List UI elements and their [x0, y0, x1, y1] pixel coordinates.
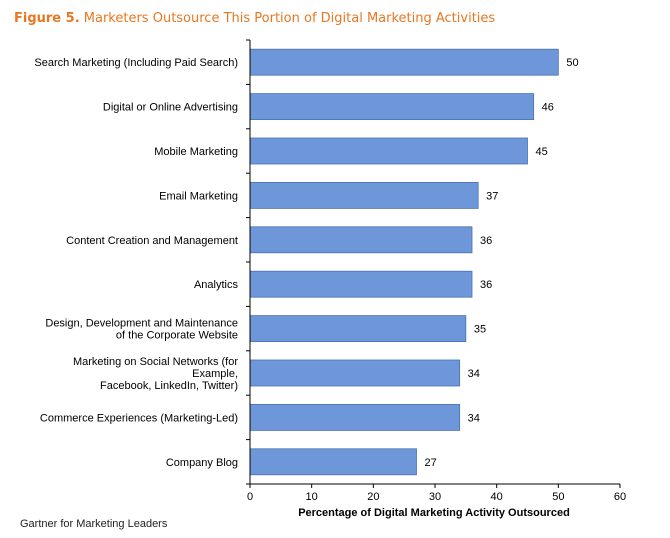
data-label: 27: [425, 457, 437, 469]
category-label: Company Blog: [166, 457, 238, 469]
category-label: Search Marketing (Including Paid Search): [34, 57, 238, 69]
category-label: Digital or Online Advertising: [103, 102, 238, 114]
category-label: of the Corporate Website: [116, 330, 238, 342]
bar: [249, 93, 535, 120]
category-label: Email Marketing: [159, 190, 238, 202]
bar: [249, 181, 479, 209]
category-label: Commerce Experiences (Marketing-Led): [40, 412, 238, 424]
bar: [249, 226, 473, 254]
category-label: Analytics: [194, 279, 239, 291]
figure-label: Figure 5.: [14, 11, 80, 26]
x-tick-label: 60: [614, 491, 626, 503]
category-label: Marketing on Social Networks (for: [73, 356, 238, 368]
data-label: 45: [536, 146, 548, 158]
x-tick-label: 30: [429, 491, 441, 503]
data-label: 34: [468, 412, 480, 424]
data-label: 36: [480, 279, 492, 291]
source-credit: Gartner for Marketing Leaders: [20, 518, 168, 530]
data-label: 35: [474, 324, 486, 336]
category-label: Facebook, LinkedIn, Twitter): [100, 380, 238, 392]
bar: [249, 270, 473, 298]
category-label: Mobile Marketing: [154, 146, 238, 158]
x-tick-label: 20: [367, 491, 379, 503]
x-axis-title: Percentage of Digital Marketing Activity…: [298, 507, 570, 519]
bar: [249, 48, 559, 76]
category-label: Design, Development and Maintenance: [45, 318, 238, 330]
x-tick-label: 10: [306, 491, 318, 503]
figure-title-text: Marketers Outsource This Portion of Digi…: [83, 11, 496, 26]
data-label: 50: [566, 57, 578, 69]
bar: [249, 403, 461, 431]
category-label: Example,: [192, 368, 238, 380]
figure-title: Figure 5. Marketers Outsource This Porti…: [14, 11, 495, 26]
bar: [249, 137, 528, 165]
x-tick-label: 50: [552, 491, 564, 503]
bar: [249, 359, 461, 387]
data-label: 46: [542, 102, 554, 114]
category-label: Content Creation and Management: [66, 235, 238, 247]
data-label: 37: [486, 190, 498, 202]
bar: [249, 448, 417, 476]
x-tick-label: 40: [491, 491, 503, 503]
bar: [249, 315, 467, 343]
data-label: 34: [468, 368, 480, 380]
x-tick-label: 0: [247, 491, 253, 503]
data-label: 36: [480, 235, 492, 247]
